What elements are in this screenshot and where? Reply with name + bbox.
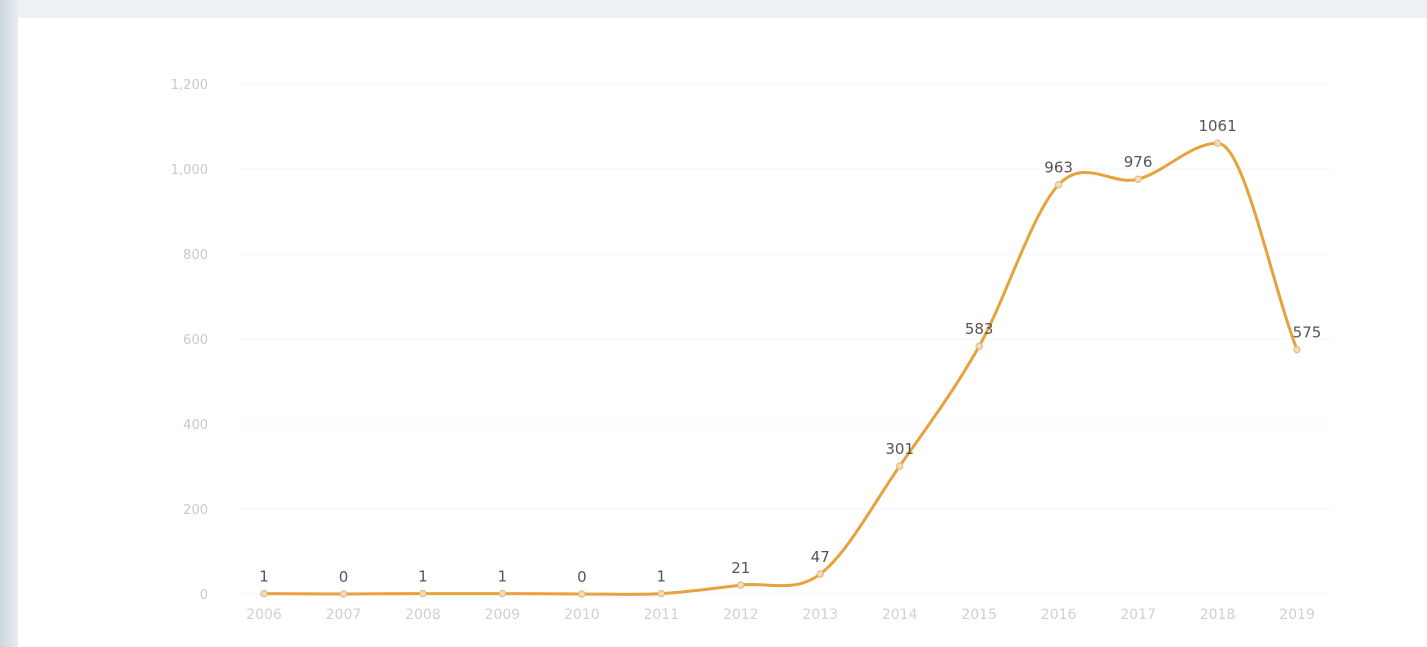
data-point bbox=[895, 462, 904, 470]
x-tick-label: 2011 bbox=[643, 607, 679, 623]
data-label: 976 bbox=[1124, 153, 1153, 171]
data-label: 1 bbox=[498, 568, 508, 586]
y-tick-label: 1,000 bbox=[171, 163, 208, 178]
y-tick-label: 400 bbox=[183, 418, 208, 433]
data-point bbox=[1213, 139, 1222, 147]
data-label: 47 bbox=[811, 548, 830, 566]
data-point bbox=[737, 581, 745, 589]
x-tick-label: 2006 bbox=[246, 607, 282, 623]
data-label: 1 bbox=[657, 568, 667, 586]
background-edge bbox=[0, 0, 18, 647]
grid-lines bbox=[240, 83, 1330, 595]
data-point bbox=[975, 342, 983, 350]
x-tick-label: 2018 bbox=[1200, 607, 1236, 623]
x-tick-label: 2016 bbox=[1041, 607, 1077, 623]
data-point bbox=[1054, 181, 1063, 189]
series-line bbox=[262, 141, 1299, 596]
data-labels: 1 0 1 1 0 1 21 47 301 583 963 976 1061 575 bbox=[259, 117, 1321, 586]
data-label: 0 bbox=[339, 568, 349, 586]
x-tick-label: 2014 bbox=[882, 607, 918, 623]
data-label: 301 bbox=[885, 440, 914, 458]
data-point bbox=[1134, 175, 1142, 183]
data-point bbox=[419, 589, 427, 598]
x-tick-label: 2013 bbox=[802, 607, 838, 623]
data-label: 1 bbox=[418, 568, 428, 586]
x-tick-label: 2010 bbox=[564, 607, 600, 623]
data-point bbox=[498, 589, 507, 598]
data-markers bbox=[260, 139, 1301, 598]
data-point bbox=[578, 590, 586, 598]
x-tick-label: 2009 bbox=[485, 607, 521, 623]
data-point bbox=[816, 570, 824, 578]
data-point bbox=[1293, 345, 1301, 354]
data-point bbox=[260, 589, 268, 598]
x-tick-label: 2012 bbox=[723, 607, 759, 623]
y-axis-ticks: 0 200 400 600 800 1,000 1,200 bbox=[171, 78, 208, 603]
data-label: 21 bbox=[731, 559, 750, 577]
y-tick-label: 0 bbox=[200, 588, 208, 603]
y-tick-label: 200 bbox=[183, 503, 208, 518]
x-tick-label: 2008 bbox=[405, 607, 441, 623]
data-point bbox=[657, 589, 666, 598]
data-label: 1061 bbox=[1198, 117, 1236, 135]
data-label: 963 bbox=[1044, 159, 1073, 177]
x-tick-label: 2015 bbox=[961, 607, 997, 623]
data-label: 583 bbox=[965, 320, 994, 338]
y-tick-label: 1,200 bbox=[171, 78, 208, 93]
chart-panel bbox=[18, 18, 1427, 647]
y-tick-label: 800 bbox=[183, 248, 208, 263]
data-label: 1 bbox=[259, 568, 269, 586]
x-tick-label: 2019 bbox=[1279, 607, 1315, 623]
data-label: 0 bbox=[577, 568, 587, 586]
data-point bbox=[339, 590, 348, 598]
data-label: 575 bbox=[1293, 324, 1322, 342]
x-tick-label: 2017 bbox=[1120, 607, 1156, 623]
y-tick-label: 600 bbox=[183, 333, 208, 348]
x-axis-ticks: 2006 2007 2008 2009 2010 2011 2012 2013 2014 2015… bbox=[246, 607, 1315, 623]
x-tick-label: 2007 bbox=[326, 607, 362, 623]
